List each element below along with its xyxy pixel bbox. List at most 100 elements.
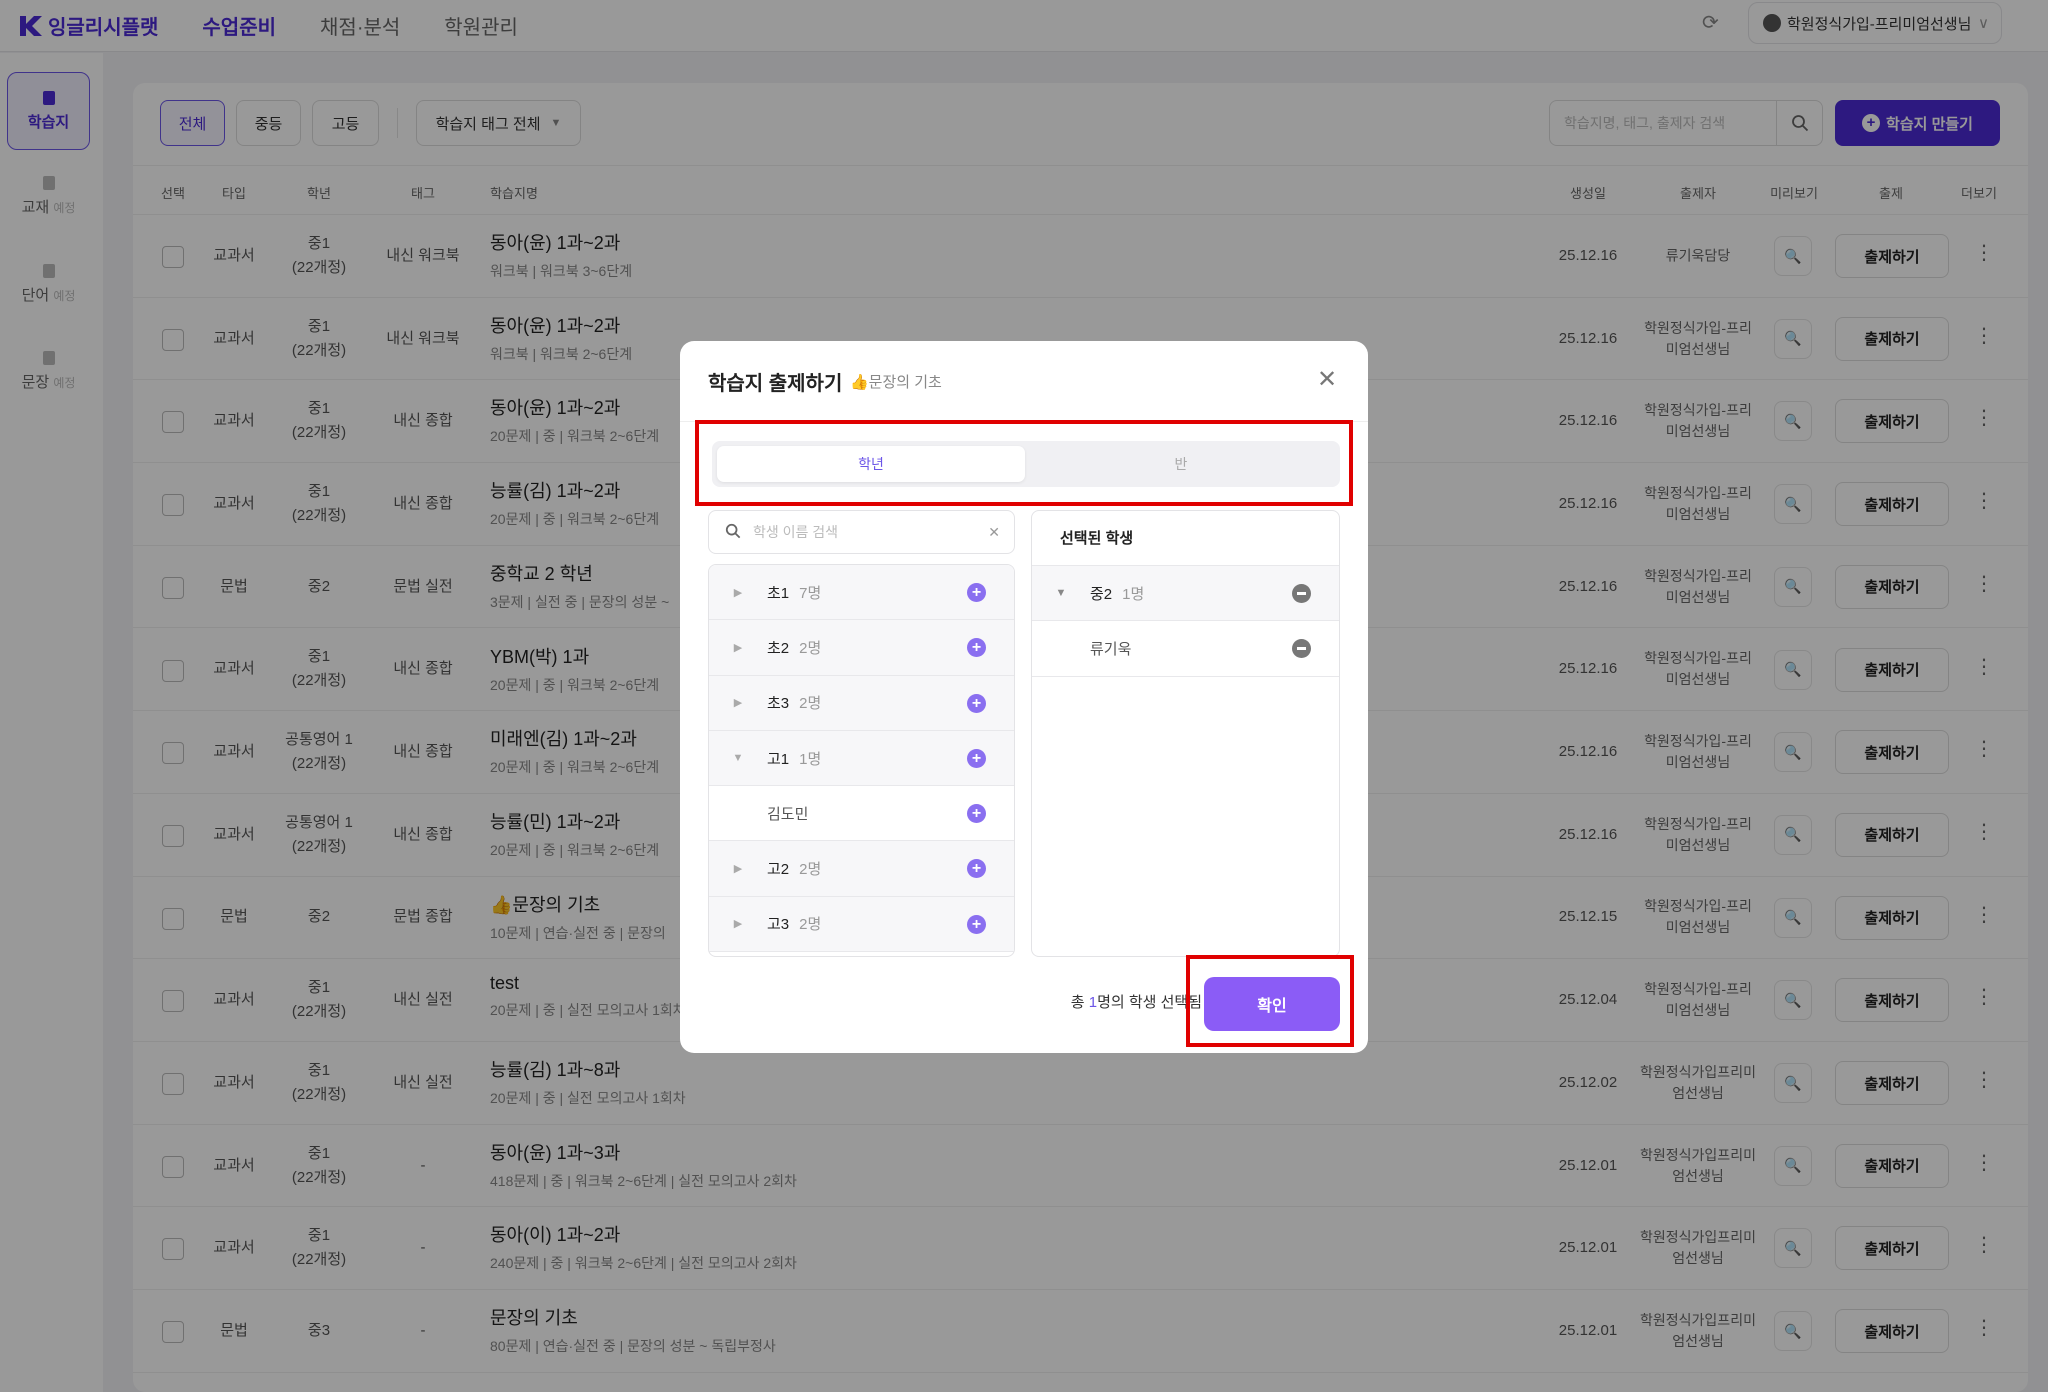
row-checkbox[interactable] <box>162 824 184 847</box>
assign-button[interactable]: 출제하기 <box>1835 564 1949 609</box>
row-name[interactable]: 동아(윤) 1과~3과 418문제 | 중 | 워크북 2~6단계 | 실전 모의… <box>490 1139 797 1191</box>
add-circle-icon[interactable]: + <box>967 914 986 934</box>
preview-icon[interactable]: 🔍 <box>1774 897 1812 938</box>
row-name[interactable]: 👍문장의 기초 10문제 | 연습·실전 중 | 문장의 <box>490 891 666 943</box>
nav-class-prep[interactable]: 수업준비 <box>202 17 277 39</box>
row-name[interactable]: 중학교 2 학년 3문제 | 실전 중 | 문장의 성분 ~ <box>490 560 669 612</box>
student-search[interactable]: 학생 이름 검색 ✕ <box>708 510 1015 554</box>
more-vertical-icon[interactable]: ⋮ <box>1974 407 1994 430</box>
preview-icon[interactable]: 🔍 <box>1774 1063 1812 1103</box>
tab-grade[interactable]: 학년 <box>717 446 1025 482</box>
row-checkbox[interactable] <box>162 576 184 599</box>
table-row[interactable]: 교과서 중1 (22개정) 내신 종합 동아(윤) 1과~2과 20문제 | 중 | 워크… <box>133 380 2028 464</box>
row-checkbox[interactable] <box>162 328 184 351</box>
preview-icon[interactable]: 🔍 <box>1774 318 1812 359</box>
grade-group[interactable]: ▶ 고3 2명 + <box>709 896 1014 953</box>
preview-icon[interactable]: 🔍 <box>1774 236 1812 276</box>
caret-right-icon[interactable]: ▶ <box>733 586 743 599</box>
add-circle-icon[interactable]: + <box>967 693 986 713</box>
more-vertical-icon[interactable]: ⋮ <box>1974 1317 1994 1340</box>
assign-button[interactable]: 출제하기 <box>1835 812 1949 857</box>
more-vertical-icon[interactable]: ⋮ <box>1974 324 1994 347</box>
preview-icon[interactable]: 🔍 <box>1774 484 1812 525</box>
table-row[interactable]: 교과서 중1 (22개정) - 동아(윤) 1과~3과 418문제 | 중 | 워크북 2… <box>133 1125 2028 1208</box>
assign-button[interactable]: 출제하기 <box>1835 1061 1949 1105</box>
remove-circle-icon[interactable] <box>1292 639 1311 659</box>
add-circle-icon[interactable]: + <box>967 748 986 768</box>
filter-high[interactable]: 고등 <box>312 100 379 146</box>
more-vertical-icon[interactable]: ⋮ <box>1974 242 1994 264</box>
assign-button[interactable]: 출제하기 <box>1835 399 1949 444</box>
row-checkbox[interactable] <box>162 494 184 517</box>
add-circle-icon[interactable]: + <box>967 804 986 824</box>
more-vertical-icon[interactable]: ⋮ <box>1974 1069 1994 1091</box>
row-name[interactable]: 동아(윤) 1과~2과 워크북 | 워크북 2~6단계 <box>490 312 632 364</box>
worksheet-title[interactable]: 능률(민) 1과~2과 <box>490 811 621 832</box>
worksheet-title[interactable]: 중학교 2 학년 <box>490 563 593 584</box>
worksheet-title[interactable]: test <box>490 973 520 994</box>
assign-button[interactable]: 출제하기 <box>1835 234 1949 278</box>
remove-circle-icon[interactable] <box>1292 584 1311 603</box>
row-name[interactable]: test 20문제 | 중 | 실전 모의고사 1회차 <box>490 973 686 1020</box>
assign-button[interactable]: 출제하기 <box>1835 1226 1949 1271</box>
row-name[interactable]: 능률(민) 1과~2과 20문제 | 중 | 워크북 2~6단계 <box>490 808 659 860</box>
row-name[interactable]: 미래엔(김) 1과~2과 20문제 | 중 | 워크북 2~6단계 <box>490 725 659 777</box>
worksheet-title[interactable]: 동아(윤) 1과~2과 <box>490 233 621 253</box>
add-circle-icon[interactable]: + <box>967 583 986 602</box>
tag-filter-dropdown[interactable]: 학습지 태그 전체 ▼ <box>416 100 581 146</box>
grade-group[interactable]: ▶ 초3 2명 + <box>709 675 1014 731</box>
row-checkbox[interactable] <box>162 742 184 765</box>
caret-down-icon[interactable]: ▼ <box>1055 587 1067 600</box>
row-checkbox[interactable] <box>162 659 184 682</box>
assign-button[interactable]: 출제하기 <box>1835 730 1949 775</box>
row-checkbox[interactable] <box>162 1073 184 1095</box>
worksheet-title[interactable]: 동아(이) 1과~2과 <box>490 1225 621 1246</box>
worksheet-title[interactable]: 동아(윤) 1과~2과 <box>490 398 621 419</box>
assign-button[interactable]: 출제하기 <box>1835 1309 1949 1354</box>
search-input[interactable]: 학습지명, 태그, 출제자 검색 <box>1564 115 1726 131</box>
clear-icon[interactable]: ✕ <box>988 523 1000 540</box>
assign-button[interactable]: 출제하기 <box>1835 482 1949 527</box>
nav-academy[interactable]: 학원관리 <box>444 17 518 39</box>
preview-icon[interactable]: 🔍 <box>1774 732 1812 773</box>
sidebar-item-worksheet[interactable]: 학습지 <box>7 72 90 150</box>
table-row[interactable]: 문법 중2 문법 실전 중학교 2 학년 3문제 | 실전 중 | 문장의 성분 ~ 25… <box>133 546 2028 629</box>
caret-right-icon[interactable]: ▶ <box>733 918 743 931</box>
row-name[interactable]: 동아(윤) 1과~2과 워크북 | 워크북 3~6단계 <box>490 229 632 281</box>
row-checkbox[interactable] <box>162 411 184 434</box>
table-row[interactable]: 교과서 중1 (22개정) 내신 실전 능률(김) 1과~8과 20문제 | 중 | 실전… <box>133 1042 2028 1125</box>
worksheet-title[interactable]: 능률(김) 1과~2과 <box>490 481 621 502</box>
add-circle-icon[interactable]: + <box>967 638 986 658</box>
table-row[interactable]: 교과서 중1 (22개정) 내신 워크북 동아(윤) 1과~2과 워크북 | 워크북 3~… <box>133 215 2028 298</box>
table-row[interactable]: 교과서 공통영어 1 (22개정) 내신 종합 능률(민) 1과~2과 20문제 | 중 … <box>133 794 2028 877</box>
row-checkbox[interactable] <box>162 1155 184 1178</box>
caret-down-icon[interactable]: ▼ <box>732 752 744 765</box>
caret-right-icon[interactable]: ▶ <box>733 697 743 710</box>
preview-icon[interactable]: 🔍 <box>1774 566 1812 607</box>
preview-icon[interactable]: 🔍 <box>1774 980 1812 1021</box>
row-checkbox[interactable] <box>162 1321 184 1344</box>
preview-icon[interactable]: 🔍 <box>1774 814 1812 855</box>
more-vertical-icon[interactable]: ⋮ <box>1974 738 1994 761</box>
worksheet-search[interactable]: 학습지명, 태그, 출제자 검색 <box>1549 100 1823 146</box>
row-checkbox[interactable] <box>162 1238 184 1261</box>
worksheet-title[interactable]: 👍문장의 기초 <box>490 894 601 915</box>
close-icon[interactable]: ✕ <box>1317 366 1338 393</box>
add-circle-icon[interactable]: + <box>967 859 986 879</box>
assign-button[interactable]: 출제하기 <box>1835 1143 1949 1188</box>
assign-button[interactable]: 출제하기 <box>1835 316 1949 361</box>
search-icon[interactable] <box>1776 101 1822 145</box>
row-checkbox[interactable] <box>162 990 184 1013</box>
refresh-icon[interactable]: ⟳ <box>1702 12 1719 34</box>
filter-all[interactable]: 전체 <box>160 100 225 146</box>
row-name[interactable]: 문장의 기초 80문제 | 연습·실전 중 | 문장의 성분 ~ 독립부정사 <box>490 1304 776 1356</box>
caret-right-icon[interactable]: ▶ <box>733 641 743 654</box>
row-name[interactable]: 능률(김) 1과~8과 20문제 | 중 | 실전 모의고사 1회차 <box>490 1056 686 1108</box>
row-name[interactable]: 능률(김) 1과~2과 20문제 | 중 | 워크북 2~6단계 <box>490 477 659 529</box>
assign-button[interactable]: 출제하기 <box>1835 978 1949 1023</box>
preview-icon[interactable]: 🔍 <box>1774 1145 1812 1186</box>
row-name[interactable]: YBM(박) 1과 20문제 | 중 | 워크북 2~6단계 <box>490 643 659 695</box>
grade-group[interactable]: ▼ 고1 1명 + <box>709 730 1014 787</box>
selected-group[interactable]: ▼ 중2 1명 <box>1032 566 1339 622</box>
preview-icon[interactable]: 🔍 <box>1774 1228 1812 1269</box>
